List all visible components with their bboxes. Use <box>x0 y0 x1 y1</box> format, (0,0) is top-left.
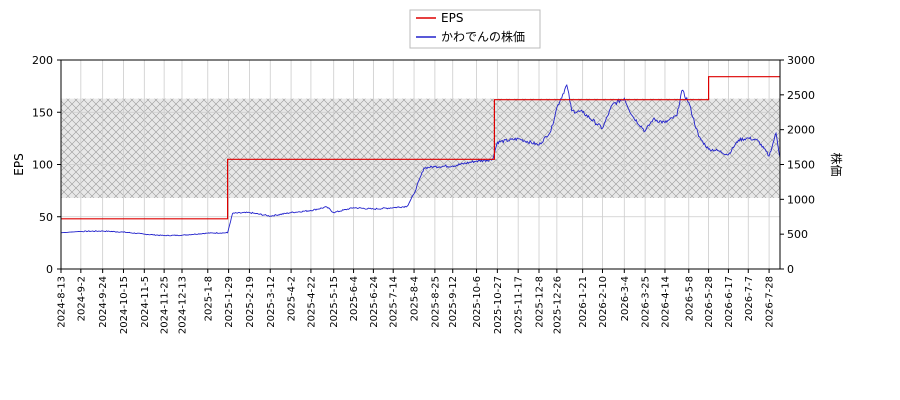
x-tick-label: 2025-6-4 <box>349 276 360 321</box>
x-tick-label: 2025-8-25 <box>430 276 441 328</box>
x-tick-label: 2025-10-6 <box>472 276 483 328</box>
x-tick-label: 2025-8-4 <box>410 276 421 321</box>
legend: EPS かわでんの株価 <box>409 9 541 49</box>
x-tick-label: 2026-5-8 <box>684 276 695 321</box>
x-tick-label: 2026-6-17 <box>724 276 735 328</box>
y-axis-label-left: EPS <box>12 153 26 175</box>
legend-label-price: かわでんの株価 <box>441 29 525 44</box>
left-tick-label: 100 <box>32 159 53 172</box>
left-tick-label: 150 <box>32 106 53 119</box>
x-tick-label: 2026-2-10 <box>598 276 609 328</box>
x-tick-label: 2025-1-8 <box>203 276 214 321</box>
right-tick-label: 0 <box>787 263 794 276</box>
x-tick-label: 2025-12-8 <box>535 276 546 328</box>
x-tick-label: 2026-7-28 <box>765 276 776 328</box>
left-axis: 0 50 100 150 200 <box>32 54 61 276</box>
x-tick-label: 2024-10-15 <box>119 276 130 334</box>
right-axis: 0 500 1000 1500 2000 2500 3000 <box>780 54 815 276</box>
x-tick-label: 2024-9-2 <box>76 276 87 321</box>
x-tick-label: 2025-7-14 <box>389 276 400 328</box>
x-tick-label: 2026-5-28 <box>704 276 715 328</box>
right-tick-label: 2000 <box>787 124 815 137</box>
legend-label-eps: EPS <box>441 11 463 25</box>
x-tick-label: 2025-1-29 <box>224 276 235 328</box>
right-tick-label: 1000 <box>787 193 815 206</box>
y-axis-label-right: 株価 <box>829 152 844 176</box>
x-tick-label: 2025-2-19 <box>245 276 256 328</box>
right-tick-label: 500 <box>787 228 808 241</box>
x-tick-label: 2025-4-2 <box>287 276 298 321</box>
x-tick-label: 2025-9-12 <box>448 276 459 328</box>
x-tick-label: 2025-4-22 <box>306 276 317 328</box>
x-tick-label: 2024-11-5 <box>140 276 151 328</box>
x-tick-label: 2026-3-4 <box>620 276 631 321</box>
x-tick-label: 2025-3-12 <box>266 276 277 328</box>
x-tick-label: 2024-8-13 <box>57 276 68 328</box>
x-tick-label: 2026-7-7 <box>744 276 755 321</box>
forecast-band-hatch <box>61 98 780 198</box>
x-tick-label: 2025-11-17 <box>514 276 525 334</box>
right-tick-label: 1500 <box>787 159 815 172</box>
x-tick-label: 2025-6-24 <box>369 276 380 328</box>
x-tick-label: 2025-5-15 <box>329 276 340 328</box>
x-tick-label: 2024-12-13 <box>177 276 188 334</box>
right-tick-label: 2500 <box>787 89 815 102</box>
x-tick-label: 2024-9-24 <box>98 276 109 328</box>
x-tick-label: 2025-12-26 <box>552 276 563 334</box>
grid-lines <box>61 60 780 269</box>
legend-box <box>409 9 541 49</box>
series-line-price <box>61 84 780 237</box>
left-tick-label: 50 <box>39 211 53 224</box>
left-tick-label: 0 <box>46 263 53 276</box>
x-tick-label: 2025-10-27 <box>493 276 504 334</box>
x-tick-label: 2026-3-25 <box>641 276 652 328</box>
series-line-eps <box>61 76 780 220</box>
x-axis: 2024-8-13 2024-9-2 2024-9-24 2024-10-15 2024… <box>57 269 776 334</box>
x-tick-label: 2024-11-25 <box>160 276 171 334</box>
x-tick-label: 2026-4-14 <box>660 276 671 328</box>
right-tick-label: 3000 <box>787 54 815 67</box>
left-tick-label: 200 <box>32 54 53 67</box>
x-tick-label: 2026-1-21 <box>578 276 589 328</box>
